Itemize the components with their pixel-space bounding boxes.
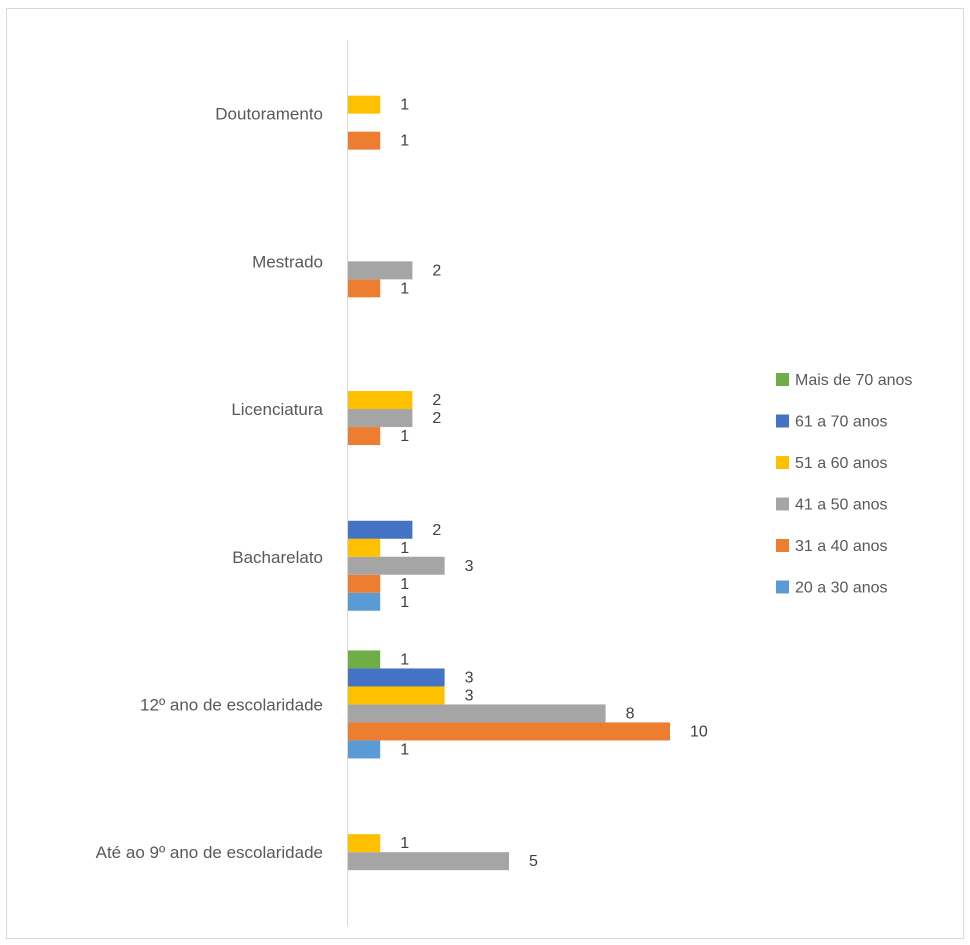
bar-20-a-30-anos bbox=[348, 740, 381, 759]
bar-31-a-40-anos bbox=[348, 574, 381, 593]
legend-swatch bbox=[776, 539, 789, 552]
bar-20-a-30-anos bbox=[348, 592, 381, 611]
data-label: 8 bbox=[626, 705, 635, 722]
legend-label: Mais de 70 anos bbox=[795, 372, 912, 389]
data-label: 1 bbox=[400, 133, 409, 150]
bar-51-a-60-anos bbox=[348, 538, 381, 557]
bar-41-a-50-anos bbox=[348, 704, 606, 723]
bar-41-a-50-anos bbox=[348, 556, 445, 575]
data-label: 10 bbox=[690, 723, 708, 740]
category-label: 12º ano de escolaridade bbox=[140, 695, 323, 714]
data-label: 1 bbox=[400, 97, 409, 114]
bar-31-a-40-anos bbox=[348, 427, 381, 446]
bar-31-a-40-anos bbox=[348, 722, 670, 741]
data-label: 1 bbox=[400, 594, 409, 611]
bar-51-a-60-anos bbox=[348, 686, 445, 705]
legend: Mais de 70 anos 61 a 70 anos 51 a 60 anos 4… bbox=[776, 372, 912, 597]
chart-frame bbox=[6, 8, 964, 939]
labels-group: Até ao 9º ano de escolaridade 5 1 12º ano d… bbox=[96, 97, 708, 871]
data-label: 3 bbox=[465, 687, 474, 704]
data-label: 2 bbox=[432, 410, 441, 427]
legend-label: 51 a 60 anos bbox=[795, 455, 888, 472]
bar-51-a-60-anos bbox=[348, 95, 381, 114]
bar-31-a-40-anos bbox=[348, 279, 381, 298]
bar-41-a-50-anos bbox=[348, 261, 413, 280]
bar-mais-de-70-anos bbox=[348, 650, 381, 669]
legend-swatch bbox=[776, 456, 789, 469]
legend-label: 61 a 70 anos bbox=[795, 414, 888, 431]
data-label: 2 bbox=[432, 262, 441, 279]
data-label: 1 bbox=[400, 428, 409, 445]
category-label: Licenciatura bbox=[231, 400, 323, 419]
bar-41-a-50-anos bbox=[348, 409, 413, 428]
legend-swatch bbox=[776, 414, 789, 428]
category-label: Mestrado bbox=[252, 252, 323, 271]
legend-label: 41 a 50 anos bbox=[795, 497, 888, 514]
bar-51-a-60-anos bbox=[348, 834, 381, 853]
data-label: 1 bbox=[400, 576, 409, 593]
data-label: 1 bbox=[400, 835, 409, 852]
category-label: Doutoramento bbox=[215, 105, 323, 124]
bar-31-a-40-anos bbox=[348, 131, 381, 150]
data-label: 1 bbox=[400, 540, 409, 557]
legend-label: 20 a 30 anos bbox=[795, 580, 888, 597]
bar-51-a-60-anos bbox=[348, 391, 413, 410]
legend-label: 31 a 40 anos bbox=[795, 538, 888, 555]
bar-61-a-70-anos bbox=[348, 668, 445, 687]
bar-41-a-50-anos bbox=[348, 852, 509, 871]
category-label: Até ao 9º ano de escolaridade bbox=[96, 843, 323, 862]
legend-swatch bbox=[776, 373, 789, 386]
data-label: 1 bbox=[400, 741, 409, 758]
bars-group bbox=[348, 95, 670, 871]
data-label: 2 bbox=[432, 392, 441, 409]
data-label: 1 bbox=[400, 651, 409, 668]
legend-swatch bbox=[776, 580, 789, 594]
legend-swatch bbox=[776, 497, 789, 511]
data-label: 3 bbox=[465, 669, 474, 686]
data-label: 1 bbox=[400, 280, 409, 297]
data-label: 2 bbox=[432, 522, 441, 539]
bar-61-a-70-anos bbox=[348, 520, 413, 539]
data-label: 3 bbox=[465, 558, 474, 575]
data-label: 5 bbox=[529, 853, 538, 870]
category-label: Bacharelato bbox=[232, 548, 323, 567]
